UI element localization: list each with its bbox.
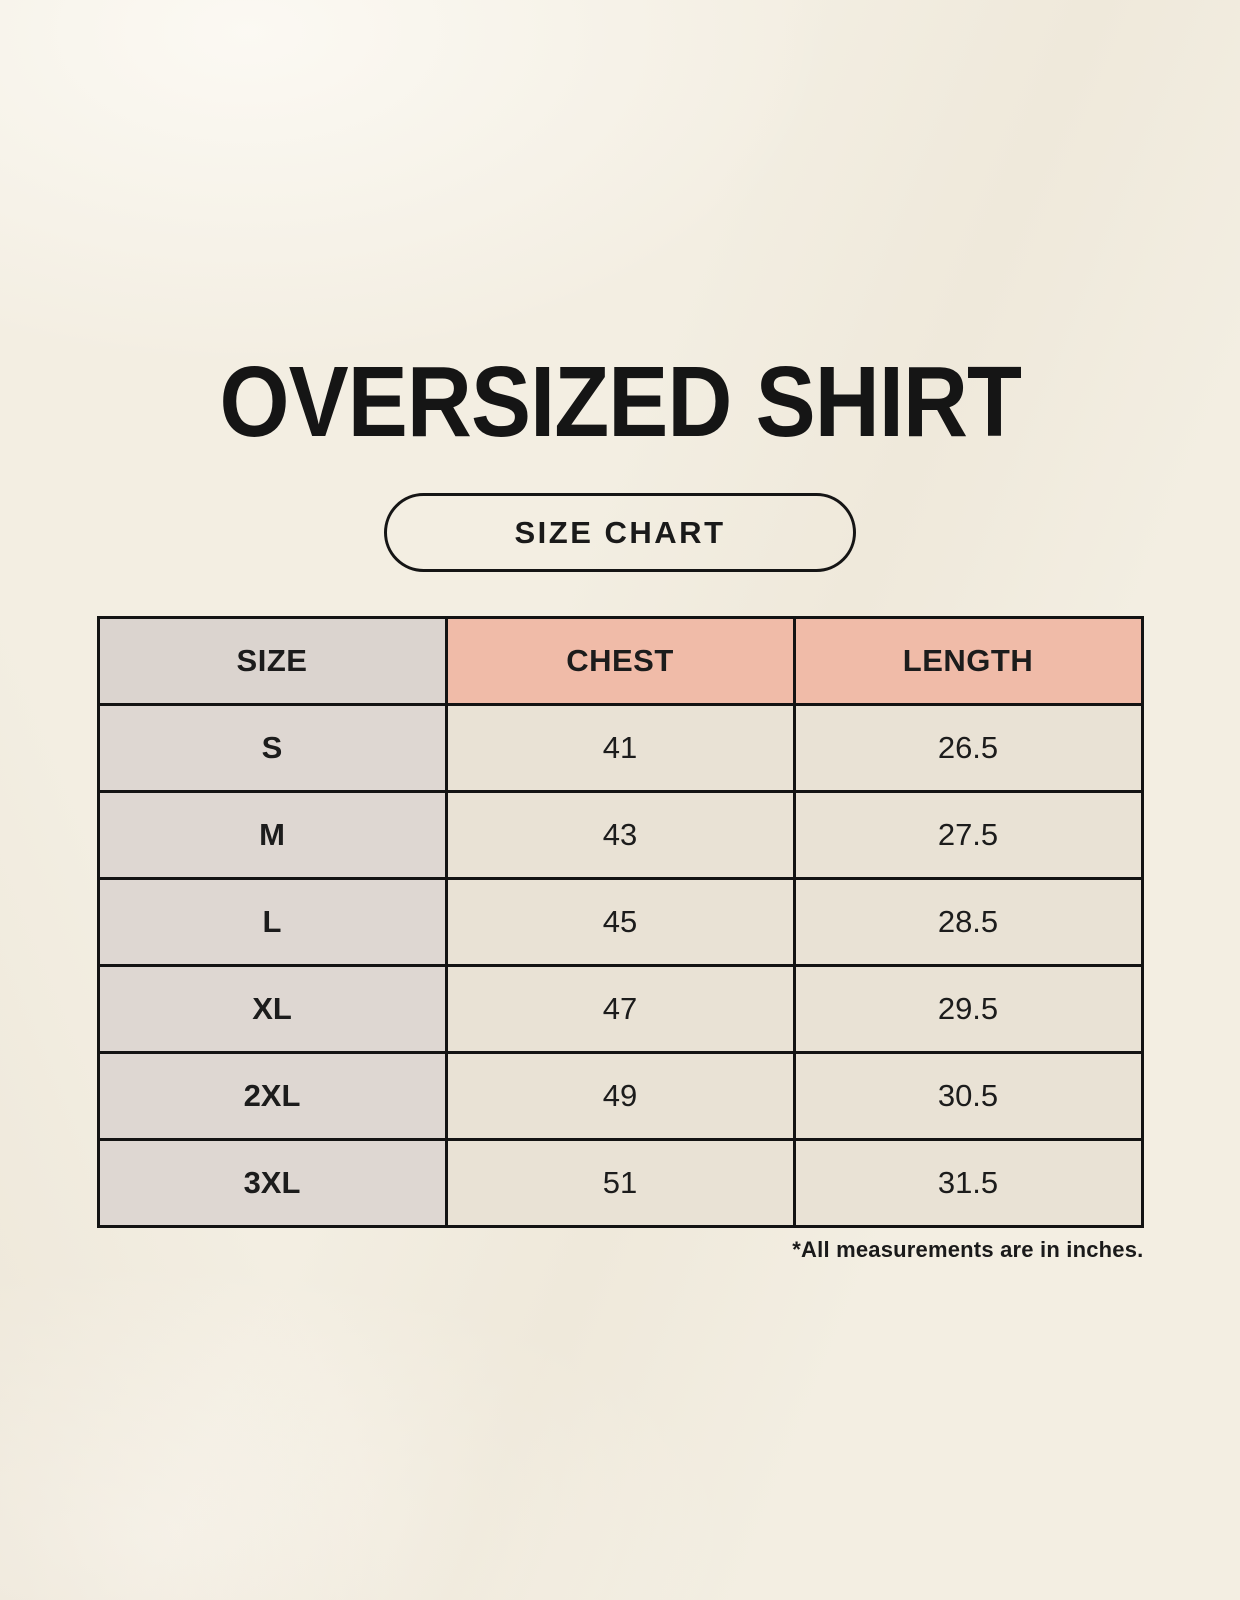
chest-value-cell: 43 xyxy=(444,790,796,880)
size-chart-badge[interactable]: SIZE CHART xyxy=(384,493,856,572)
size-label-cell: 2XL xyxy=(96,1051,448,1141)
table-row-m: M 43 27.5 xyxy=(96,790,1144,880)
chest-value-cell: 41 xyxy=(444,703,796,793)
size-table: SIZE CHEST LENGTH S 41 26.5 M 43 27.5 L … xyxy=(96,616,1144,1228)
measurements-footnote: *All measurements are in inches. xyxy=(792,1237,1144,1262)
table-row-xl: XL 47 29.5 xyxy=(96,964,1144,1054)
title-container: OVERSIZED SHIRT xyxy=(0,0,1240,452)
size-label-cell: XL xyxy=(96,964,448,1054)
length-value-cell: 27.5 xyxy=(792,790,1144,880)
size-label-cell: 3XL xyxy=(96,1138,448,1228)
size-label-cell: S xyxy=(96,703,448,793)
header-cell-size: SIZE xyxy=(96,616,448,706)
size-chart-badge-label: SIZE CHART xyxy=(514,514,726,550)
table-row-s: S 41 26.5 xyxy=(96,703,1144,793)
table-row-2xl: 2XL 49 30.5 xyxy=(96,1051,1144,1141)
length-value-cell: 29.5 xyxy=(792,964,1144,1054)
header-cell-chest: CHEST xyxy=(444,616,796,706)
length-value-cell: 30.5 xyxy=(792,1051,1144,1141)
chest-value-cell: 45 xyxy=(444,877,796,967)
size-label-cell: M xyxy=(96,790,448,880)
length-value-cell: 26.5 xyxy=(792,703,1144,793)
product-title: OVERSIZED SHIRT xyxy=(219,346,1022,458)
header-cell-length: LENGTH xyxy=(792,616,1144,706)
chest-value-cell: 47 xyxy=(444,964,796,1054)
table-row-l: L 45 28.5 xyxy=(96,877,1144,967)
chest-value-cell: 49 xyxy=(444,1051,796,1141)
length-value-cell: 28.5 xyxy=(792,877,1144,967)
chest-value-cell: 51 xyxy=(444,1138,796,1228)
size-table-body: S 41 26.5 M 43 27.5 L 45 28.5 XL 47 29.5… xyxy=(96,703,1144,1228)
size-label-cell: L xyxy=(96,877,448,967)
size-table-header: SIZE CHEST LENGTH xyxy=(96,616,1144,706)
header-row: SIZE CHEST LENGTH xyxy=(96,616,1144,706)
length-value-cell: 31.5 xyxy=(792,1138,1144,1228)
table-row-3xl: 3XL 51 31.5 xyxy=(96,1138,1144,1228)
